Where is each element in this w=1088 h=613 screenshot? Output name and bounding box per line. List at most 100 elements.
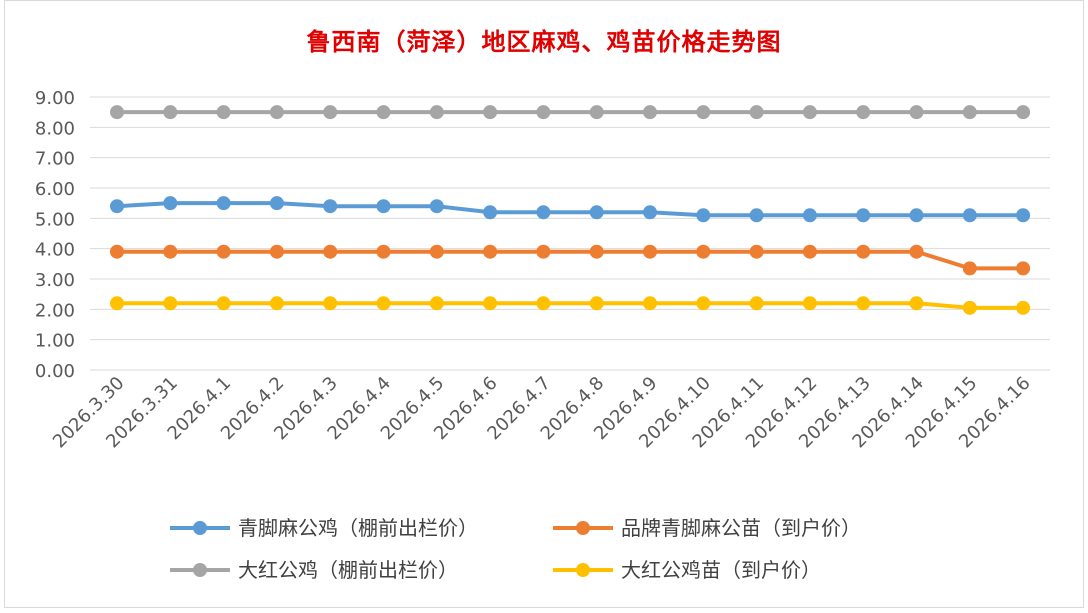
data-point — [110, 244, 124, 259]
data-point — [536, 244, 551, 259]
data-point — [589, 105, 604, 120]
legend-swatch-marker — [193, 563, 207, 577]
data-point — [1016, 300, 1031, 315]
data-point — [643, 205, 657, 220]
data-point — [856, 208, 871, 223]
data-point — [323, 296, 338, 311]
data-point — [483, 105, 498, 120]
data-point — [216, 105, 231, 120]
legend-swatch-marker — [576, 563, 590, 577]
y-tick-label: 0.00 — [35, 361, 75, 382]
y-tick-label: 6.00 — [35, 179, 75, 200]
y-axis-ticks: 0.00 1.00 2.00 3.00 4.00 5.00 6.00 7.00 8.00 9.00 — [35, 88, 75, 382]
data-point — [163, 244, 178, 259]
data-point — [962, 105, 977, 120]
data-point — [856, 105, 871, 120]
data-point — [323, 105, 338, 120]
y-tick-label: 2.00 — [35, 300, 75, 321]
legend-swatch-marker — [576, 521, 590, 535]
chart-title: 鲁西南（菏泽）地区麻鸡、鸡苗价格走势图 — [306, 28, 782, 56]
y-tick-label: 3.00 — [35, 270, 75, 291]
legend: 青脚麻公鸡（棚前出栏价） 品牌青脚麻公苗（到户价） 大红公鸡（棚前出栏价） 大红公鸡苗… — [170, 516, 861, 582]
legend-label: 青脚麻公鸡（棚前出栏价） — [238, 516, 478, 540]
data-point — [589, 296, 604, 311]
data-point — [589, 205, 604, 220]
data-point — [269, 296, 284, 311]
legend-swatch-marker — [193, 521, 207, 535]
y-tick-label: 9.00 — [35, 88, 75, 109]
data-point — [749, 208, 764, 223]
data-point — [269, 244, 284, 259]
data-point — [110, 199, 124, 214]
series-line — [117, 301, 1024, 310]
data-point — [749, 296, 764, 311]
legend-item: 大红公鸡苗（到户价） — [553, 558, 821, 582]
data-point — [216, 244, 231, 259]
data-point — [696, 296, 711, 311]
data-point — [483, 296, 498, 311]
data-point — [216, 196, 231, 211]
data-point — [962, 261, 977, 276]
data-point — [110, 296, 124, 311]
data-point — [643, 105, 657, 120]
legend-label: 大红公鸡（棚前出栏价） — [238, 558, 458, 582]
data-point — [376, 296, 391, 311]
data-point — [696, 244, 711, 259]
grid-lines — [90, 96, 1050, 371]
data-point — [269, 105, 284, 120]
data-point — [962, 300, 977, 315]
data-point — [163, 296, 178, 311]
data-point — [376, 199, 391, 214]
data-point — [536, 205, 551, 220]
data-point — [856, 296, 871, 311]
data-point — [856, 244, 871, 259]
data-point — [429, 244, 444, 259]
y-tick-label: 7.00 — [35, 149, 75, 170]
x-axis-ticks: 2026.3.302026.3.312026.4.12026.4.22026.4… — [49, 373, 1035, 453]
legend-item: 青脚麻公鸡（棚前出栏价） — [170, 516, 478, 540]
data-point — [802, 296, 817, 311]
legend-item: 大红公鸡（棚前出栏价） — [170, 558, 458, 582]
legend-label: 品牌青脚麻公苗（到户价） — [621, 516, 861, 540]
data-point — [269, 196, 284, 211]
data-point — [589, 244, 604, 259]
data-point — [962, 208, 977, 223]
data-point — [376, 105, 391, 120]
series-2 — [110, 105, 1031, 120]
data-point — [802, 208, 817, 223]
data-point — [110, 105, 124, 120]
data-point — [802, 244, 817, 259]
data-point — [1016, 105, 1031, 120]
series-0 — [110, 196, 1031, 223]
data-point — [749, 105, 764, 120]
data-point — [643, 244, 657, 259]
data-point — [323, 244, 338, 259]
legend-item: 品牌青脚麻公苗（到户价） — [553, 516, 861, 540]
data-point — [163, 196, 178, 211]
y-tick-label: 4.00 — [35, 240, 75, 261]
data-point — [536, 105, 551, 120]
series-1 — [110, 244, 1031, 276]
data-point — [1016, 261, 1031, 276]
series-line — [117, 249, 1024, 271]
data-point — [483, 205, 498, 220]
data-point — [802, 105, 817, 120]
series-3 — [110, 296, 1031, 315]
data-point — [1016, 208, 1031, 223]
data-point — [909, 244, 924, 259]
data-point — [163, 105, 178, 120]
data-point — [909, 208, 924, 223]
data-point — [696, 105, 711, 120]
data-point — [749, 244, 764, 259]
series-line — [116, 201, 1024, 218]
y-tick-label: 1.00 — [35, 331, 75, 352]
data-point — [909, 296, 924, 311]
data-point — [483, 244, 498, 259]
data-point — [376, 244, 391, 259]
data-point — [429, 105, 444, 120]
y-tick-label: 5.00 — [35, 209, 75, 230]
data-point — [909, 105, 924, 120]
data-point — [216, 296, 231, 311]
data-point — [643, 296, 657, 311]
